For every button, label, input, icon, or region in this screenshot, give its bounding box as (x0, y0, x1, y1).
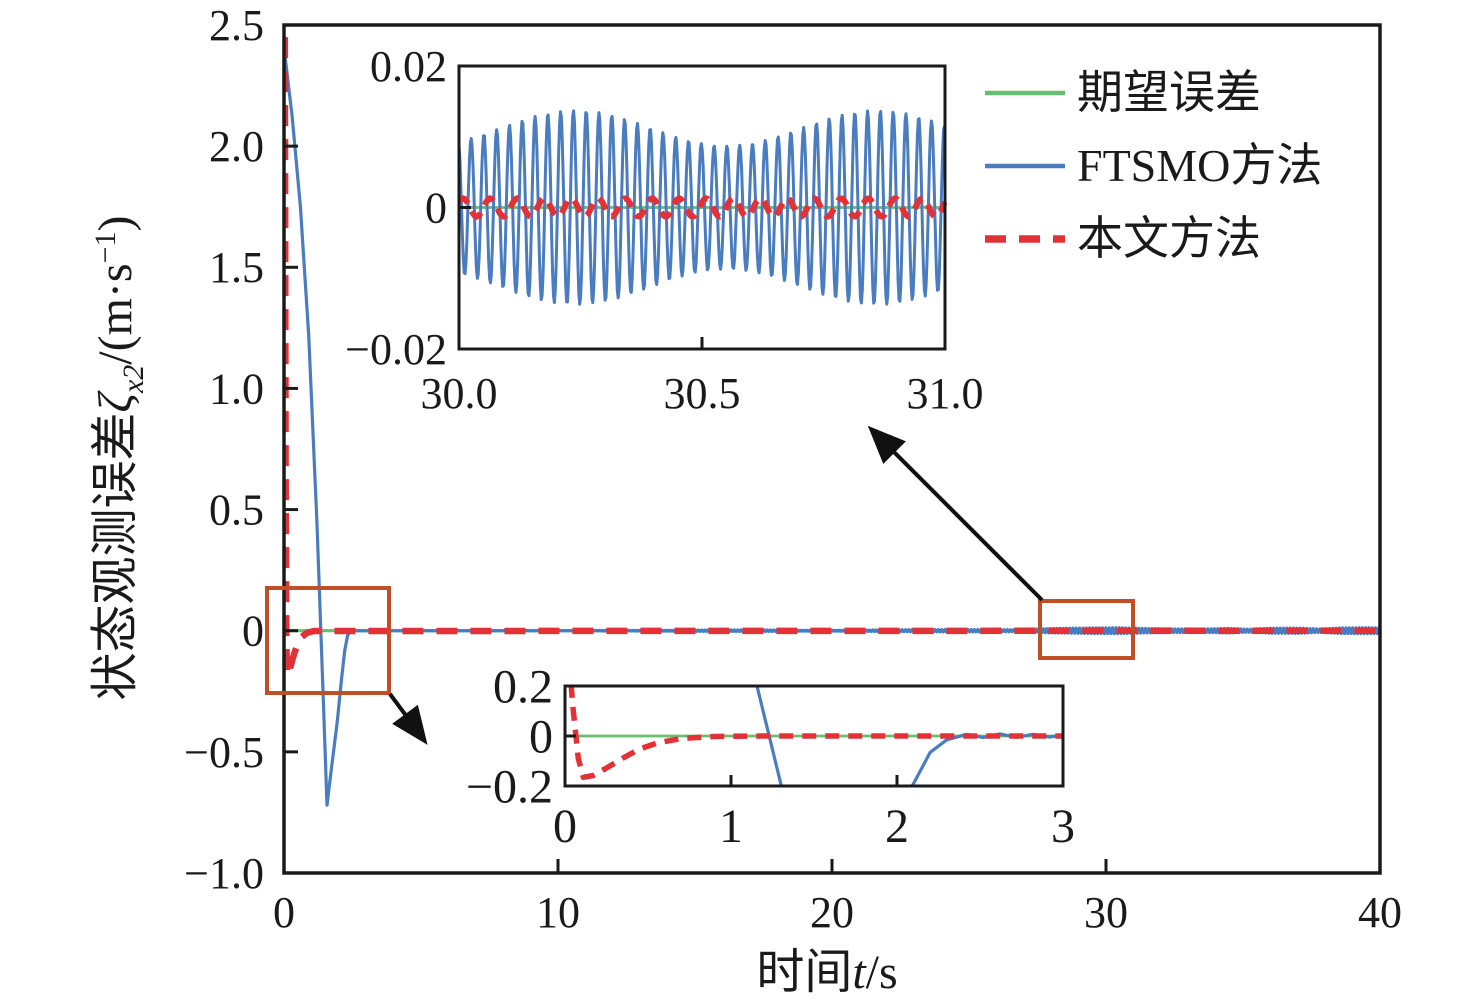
inset_top-ytick-label: 0.02 (370, 42, 447, 91)
inset_top-series-FTSMO方法 (458, 109, 946, 306)
main-ytick-label: 0 (242, 607, 264, 656)
main-xtick-label: 20 (810, 888, 854, 937)
zoom-box-right (1038, 599, 1135, 660)
inset_bottom-ytick-label: 0 (529, 710, 553, 763)
main-plot: 0 10 20 30 402.52.01.51.00.50−0.5−1.0 (184, 1, 1402, 937)
inset_bottom-xtick-label: 0 (553, 800, 577, 853)
legend-swatch-expected (985, 90, 1065, 96)
callout-arrow-top (867, 425, 1044, 602)
y-axis-title-mid: /(m·s (89, 263, 142, 365)
callout-arrow-bottom (388, 692, 428, 745)
legend-item-expected: 期望误差 (982, 64, 1322, 122)
inset_bottom-xtick-label: 1 (719, 800, 743, 853)
y-axis-title-symbol: ζ (89, 393, 142, 413)
legend-label-proposed: 本文方法 (1077, 213, 1261, 264)
inset_bottom-series-本文方法 (568, 685, 1063, 781)
legend-item-ftsmo: FTSMO方法 (982, 137, 1322, 195)
y-axis-title: 状态观测误差ζx2/(m·s−1) (75, 215, 151, 700)
main-xtick-label: 30 (1084, 888, 1128, 937)
main-xtick-label: 40 (1358, 888, 1402, 937)
inset_bottom-series-FTSMO方法 (755, 685, 1064, 787)
inset_bottom-ytick-label: 0.2 (493, 660, 553, 713)
inset-plot-bottom: 0 1 2 30.20−0.2 (466, 660, 1075, 853)
main-ytick-label: 0.5 (209, 486, 264, 535)
inset-plot-top: 30.0 30.5 31.0 0.02 0 −0.02 (345, 42, 983, 418)
inset_top-xtick-label: 31.0 (907, 369, 984, 418)
main-ytick-label: 1.0 (209, 364, 264, 413)
main-ytick-label: 2.0 (209, 122, 264, 171)
inset_top-series-layer (458, 109, 947, 306)
zoom-box-left (265, 586, 391, 695)
main-xtick-label: 0 (273, 888, 295, 937)
x-axis-title-variable: t (852, 946, 866, 999)
y-axis-title-superscript: −1 (89, 231, 122, 264)
inset_top-xtick-label: 30.0 (421, 369, 498, 418)
main-xtick-label: 10 (536, 888, 580, 937)
legend-label-ftsmo: FTSMO方法 (1077, 140, 1323, 191)
legend-label-expected: 期望误差 (1077, 67, 1261, 118)
x-axis-title-prefix: 时间 (756, 946, 853, 999)
inset_top-xtick-label: 30.5 (664, 369, 741, 418)
inset_top-ytick-label: 0 (425, 183, 447, 232)
inset_bottom-xtick-label: 3 (1051, 800, 1075, 853)
inset_top-ytick-label: −0.02 (345, 325, 447, 374)
main-ytick-label: 2.5 (209, 1, 264, 50)
legend-swatch-ftsmo (985, 163, 1065, 169)
main-ytick-label: −1.0 (184, 849, 264, 898)
legend: 期望误差 FTSMO方法 本文方法 (982, 64, 1322, 283)
inset_bottom-series-layer (565, 685, 1064, 787)
legend-swatch-proposed (985, 235, 1065, 243)
inset_top-series-本文方法 (458, 195, 947, 220)
main-ytick-label: 1.5 (209, 243, 264, 292)
y-axis-title-subscript: x2 (117, 364, 150, 394)
inset_bottom-ytick-label: −0.2 (466, 760, 553, 813)
legend-item-proposed: 本文方法 (982, 210, 1322, 268)
inset_bottom-xtick-label: 2 (885, 800, 909, 853)
y-axis-title-close: ) (89, 215, 142, 232)
main-ytick-label: −0.5 (184, 728, 264, 777)
y-axis-title-prefix: 状态观测误差 (89, 412, 142, 701)
x-axis-title-suffix: /s (865, 946, 898, 999)
x-axis-title: 时间t/s (756, 932, 897, 1002)
annotations (265, 425, 1135, 745)
